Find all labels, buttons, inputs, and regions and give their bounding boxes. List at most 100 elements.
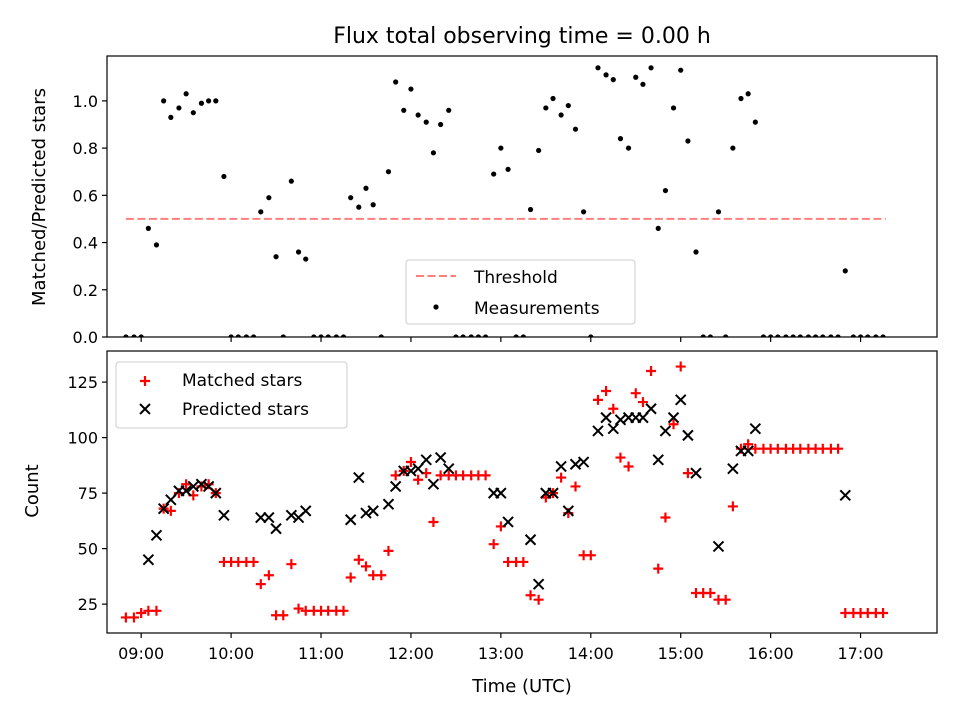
legend-measurements-label: Measurements bbox=[474, 299, 600, 319]
predicted-stars-point bbox=[712, 540, 725, 553]
measurement-point bbox=[385, 169, 392, 175]
measurement-point bbox=[655, 225, 661, 231]
x-tick-label: 09:00 bbox=[118, 644, 164, 663]
measurement-point bbox=[446, 107, 452, 113]
predicted-stars-point bbox=[667, 411, 680, 424]
matched-stars-point bbox=[705, 588, 716, 599]
measurement-point bbox=[715, 209, 722, 215]
matched-stars-point bbox=[720, 594, 731, 605]
matched-stars-point bbox=[248, 556, 259, 567]
predicted-stars-point bbox=[434, 451, 447, 464]
predicted-stars-point bbox=[389, 480, 402, 493]
measurement-point bbox=[198, 100, 205, 106]
top-y-tick-label: 0.0 bbox=[73, 328, 98, 347]
legend-matched-label: Matched stars bbox=[182, 371, 302, 391]
matched-stars-point bbox=[165, 505, 176, 516]
x-tick-label: 11:00 bbox=[298, 644, 344, 663]
measurement-point bbox=[161, 98, 167, 104]
legend-measurements-swatch bbox=[433, 304, 439, 310]
measurement-point bbox=[857, 334, 864, 337]
predicted-stars-point bbox=[532, 578, 545, 590]
predicted-stars-point bbox=[502, 516, 514, 528]
measurement-point bbox=[235, 334, 241, 337]
predicted-stars-point bbox=[555, 460, 567, 473]
measurement-point bbox=[460, 334, 466, 337]
measurement-point bbox=[835, 334, 841, 337]
predicted-stars-point bbox=[142, 554, 155, 566]
matched-stars-point bbox=[353, 554, 364, 565]
matched-stars-point bbox=[682, 468, 693, 479]
bottom-legend: Matched stars Predicted stars bbox=[115, 361, 348, 429]
measurement-point bbox=[273, 254, 279, 260]
measurement-point bbox=[340, 334, 347, 337]
measurement-point bbox=[678, 67, 684, 73]
matched-stars-point bbox=[345, 572, 356, 583]
measurement-point bbox=[820, 334, 826, 337]
legend-predicted-swatch bbox=[139, 403, 151, 415]
matched-stars-point bbox=[286, 559, 297, 570]
predicted-stars-point bbox=[690, 467, 702, 479]
predicted-stars-point bbox=[675, 394, 687, 406]
matched-stars-point bbox=[255, 579, 266, 590]
matched-stars-point bbox=[181, 479, 192, 490]
predicted-stars-point bbox=[285, 509, 298, 522]
predicted-stars-point bbox=[210, 487, 222, 499]
bottom-y-tick-label: 100 bbox=[67, 429, 98, 448]
measurement-point bbox=[311, 334, 317, 337]
measurement-point bbox=[415, 112, 421, 118]
measurement-point bbox=[603, 72, 609, 78]
measurement-point bbox=[266, 195, 272, 201]
predicted-stars-point bbox=[420, 454, 432, 466]
bottom-legend-box bbox=[115, 361, 348, 429]
measurement-point bbox=[378, 334, 384, 337]
measurement-point bbox=[783, 334, 789, 337]
measurement-point bbox=[153, 242, 160, 248]
legend-matched-swatch bbox=[140, 376, 150, 386]
predicted-stars-point bbox=[157, 502, 170, 515]
x-tick-label: 10:00 bbox=[208, 644, 254, 663]
measurement-point bbox=[842, 268, 848, 274]
measurement-point bbox=[640, 81, 646, 87]
predicted-stars-point bbox=[443, 462, 455, 475]
measurement-point bbox=[333, 334, 339, 337]
predicted-stars-point bbox=[495, 487, 507, 499]
measurement-point bbox=[348, 195, 354, 201]
predicted-stars-point bbox=[547, 487, 559, 499]
predicted-stars-point bbox=[353, 471, 365, 484]
measurement-point bbox=[303, 256, 309, 262]
measurement-point bbox=[505, 166, 511, 172]
measurement-point bbox=[288, 178, 294, 184]
predicted-stars-point bbox=[652, 454, 664, 466]
predicted-stars-point bbox=[427, 478, 440, 490]
matched-stars-point bbox=[293, 603, 304, 614]
matched-stars-point bbox=[585, 550, 596, 561]
measurement-point bbox=[325, 334, 331, 337]
measurement-point bbox=[513, 334, 519, 337]
measurement-point bbox=[475, 334, 481, 337]
top-y-tick-label: 0.4 bbox=[73, 234, 98, 253]
predicted-stars-point bbox=[255, 511, 267, 524]
matched-stars-point bbox=[525, 590, 536, 601]
x-tick-label: 13:00 bbox=[478, 644, 524, 663]
matched-stars-point bbox=[488, 539, 499, 550]
predicted-stars-point bbox=[270, 522, 282, 535]
matched-stars-point bbox=[556, 472, 567, 483]
measurement-point bbox=[610, 77, 616, 83]
top-y-tick-label: 0.8 bbox=[73, 139, 98, 158]
measurement-point bbox=[318, 334, 324, 337]
measurement-point bbox=[588, 334, 594, 337]
measurement-point bbox=[468, 334, 474, 337]
top-axes-frame bbox=[106, 55, 938, 338]
measurement-point bbox=[670, 105, 677, 111]
matched-stars-point bbox=[653, 563, 664, 574]
measurement-point bbox=[723, 334, 729, 337]
matched-stars-point bbox=[383, 545, 394, 556]
measurement-point bbox=[370, 202, 376, 208]
x-tick-label: 12:00 bbox=[388, 644, 434, 663]
measurement-point bbox=[738, 95, 744, 102]
matched-stars-point bbox=[428, 516, 439, 527]
measurement-point bbox=[580, 209, 587, 215]
predicted-stars-point bbox=[165, 494, 177, 506]
measurement-point bbox=[662, 187, 669, 194]
x-axis-label: Time (UTC) bbox=[471, 676, 572, 697]
